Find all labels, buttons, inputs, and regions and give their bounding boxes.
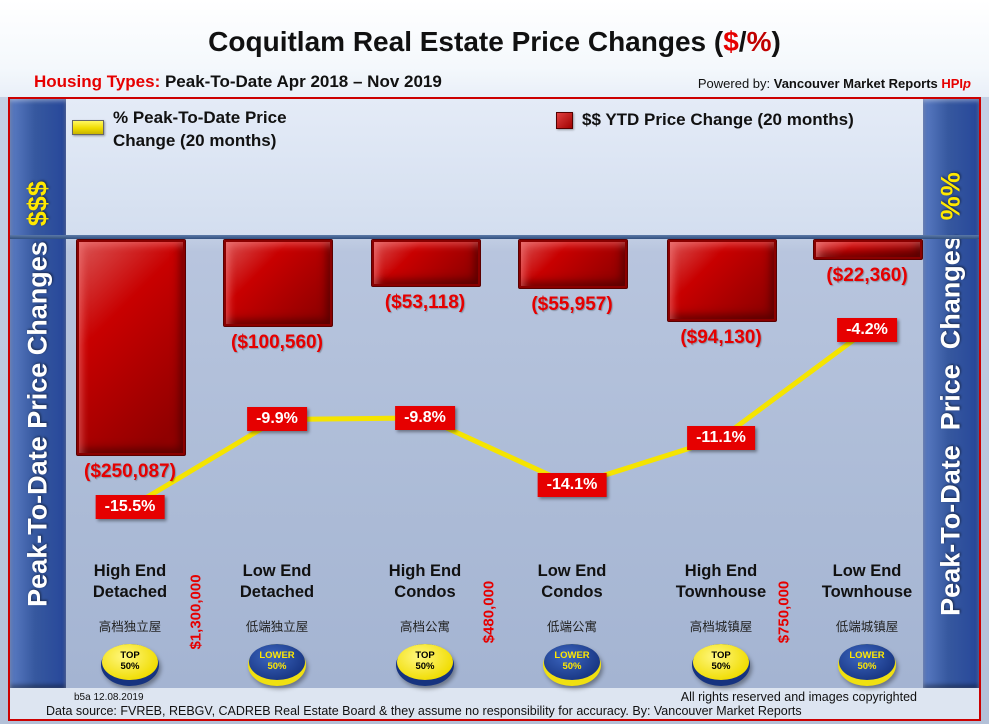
- percent-value-label: -14.1%: [537, 473, 607, 498]
- badge-lower-50: LOWER 50%: [543, 644, 601, 686]
- badge-text: TOP 50%: [102, 644, 158, 680]
- legend-item-dollar: $$ YTD Price Change (20 months): [556, 109, 854, 132]
- yellow-bar-icon: [72, 120, 104, 135]
- title-close: ): [771, 26, 781, 57]
- badge-top-50: TOP 50%: [692, 644, 750, 686]
- percent-value-label: -15.5%: [95, 495, 165, 520]
- left-axis-title: Peak-To-Date Price Changes $$$: [23, 181, 54, 607]
- bar-value-label: ($100,560): [231, 332, 323, 353]
- badge-text: LOWER 50%: [249, 644, 305, 680]
- category-label: High End Detached: [92, 562, 168, 601]
- bar-4: [667, 239, 777, 322]
- category-label-chinese: 高档独立屋: [98, 620, 162, 634]
- bar-value-label: ($55,957): [531, 294, 613, 315]
- badge-top-50: TOP 50%: [396, 644, 454, 686]
- percent-value-label: -9.9%: [247, 407, 307, 432]
- subtitle: Housing Types: Peak-To-Date Apr 2018 – N…: [34, 72, 442, 92]
- legend-percent-label: % Peak-To-Date Price Change (20 months): [113, 108, 287, 150]
- bar-3: [518, 239, 628, 289]
- hpi-p-label: p: [963, 76, 971, 91]
- powered-by-label: Powered by:: [697, 76, 774, 91]
- category-label: High End Townhouse: [675, 562, 767, 601]
- segment-price-cutoff: $480,000: [480, 580, 498, 644]
- badge-text: TOP 50%: [397, 644, 453, 680]
- category-label: Low End Townhouse: [821, 562, 913, 601]
- page-title: Coquitlam Real Estate Price Changes ($/%…: [0, 26, 989, 58]
- category-label: High End Condos: [388, 562, 462, 601]
- rights-notice: All rights reserved and images copyright…: [680, 690, 917, 704]
- version-stamp: b5a 12.08.2019: [74, 692, 144, 703]
- right-axis-text: Peak-To-Date Price Changes: [935, 219, 966, 616]
- category-label-chinese: 高档公寓: [399, 620, 451, 634]
- category-label: Low End Condos: [537, 562, 607, 601]
- badge-lower-50: LOWER 50%: [248, 644, 306, 686]
- bar-value-label: ($250,087): [84, 461, 176, 482]
- percent-value-label: -9.8%: [395, 405, 455, 430]
- header: Coquitlam Real Estate Price Changes ($/%…: [0, 0, 989, 97]
- badge-text: TOP 50%: [693, 644, 749, 680]
- hpi-label: HPI: [941, 76, 964, 91]
- left-axis-text: Peak-To-Date Price Changes: [22, 225, 53, 607]
- bar-5: [813, 239, 923, 260]
- category-label-chinese: 低端城镇屋: [835, 620, 899, 634]
- red-square-icon: [556, 112, 573, 129]
- bar-value-label: ($22,360): [826, 265, 908, 286]
- segment-price-cutoff: $750,000: [775, 580, 793, 644]
- category-label-chinese: 低端公寓: [546, 620, 598, 634]
- zero-baseline: [10, 235, 979, 239]
- bar-value-label: ($53,118): [384, 292, 466, 313]
- left-axis-band: Peak-To-Date Price Changes $$$: [10, 99, 66, 688]
- category-label-chinese: 高档城镇屋: [689, 620, 753, 634]
- bar-0: [76, 239, 186, 456]
- category-label: Low End Detached: [239, 562, 315, 601]
- bar-2: [371, 239, 481, 287]
- title-slash: /: [738, 26, 747, 57]
- title-text: Coquitlam Real Estate Price Changes (: [208, 26, 724, 57]
- housing-types-label: Housing Types:: [34, 72, 161, 91]
- brand-name: Vancouver Market Reports: [773, 76, 942, 91]
- percent-value-label: -11.1%: [687, 426, 755, 451]
- date-range: Peak-To-Date Apr 2018 – Nov 2019: [160, 72, 442, 91]
- badge-text: LOWER 50%: [839, 644, 895, 680]
- right-axis-band: Peak-To-Date Price Changes %%: [923, 99, 979, 688]
- percent-value-label: -4.2%: [837, 318, 897, 342]
- data-source-note: Data source: FVREB, REBGV, CADREB Real E…: [46, 704, 802, 718]
- badge-lower-50: LOWER 50%: [838, 644, 896, 686]
- category-label-chinese: 低端独立屋: [245, 620, 309, 634]
- bar-value-label: ($94,130): [680, 327, 762, 348]
- legend-area: % Peak-To-Date Price Change (20 months) …: [66, 99, 923, 236]
- badge-text: LOWER 50%: [544, 644, 600, 680]
- bar-1: [223, 239, 333, 327]
- left-axis-dollars: $$$: [22, 180, 53, 226]
- title-percent: %: [746, 26, 772, 57]
- right-axis-percents: %%: [935, 171, 966, 220]
- segment-price-cutoff: $1,300,000: [187, 574, 205, 650]
- powered-by: Powered by: Vancouver Market Reports HPI…: [698, 76, 971, 91]
- legend-item-percent: % Peak-To-Date Price Change (20 months): [72, 107, 287, 153]
- legend-dollar-label: $$ YTD Price Change (20 months): [582, 110, 854, 129]
- badge-top-50: TOP 50%: [101, 644, 159, 686]
- title-dollar: $: [723, 26, 739, 57]
- footer-strip: [10, 688, 979, 719]
